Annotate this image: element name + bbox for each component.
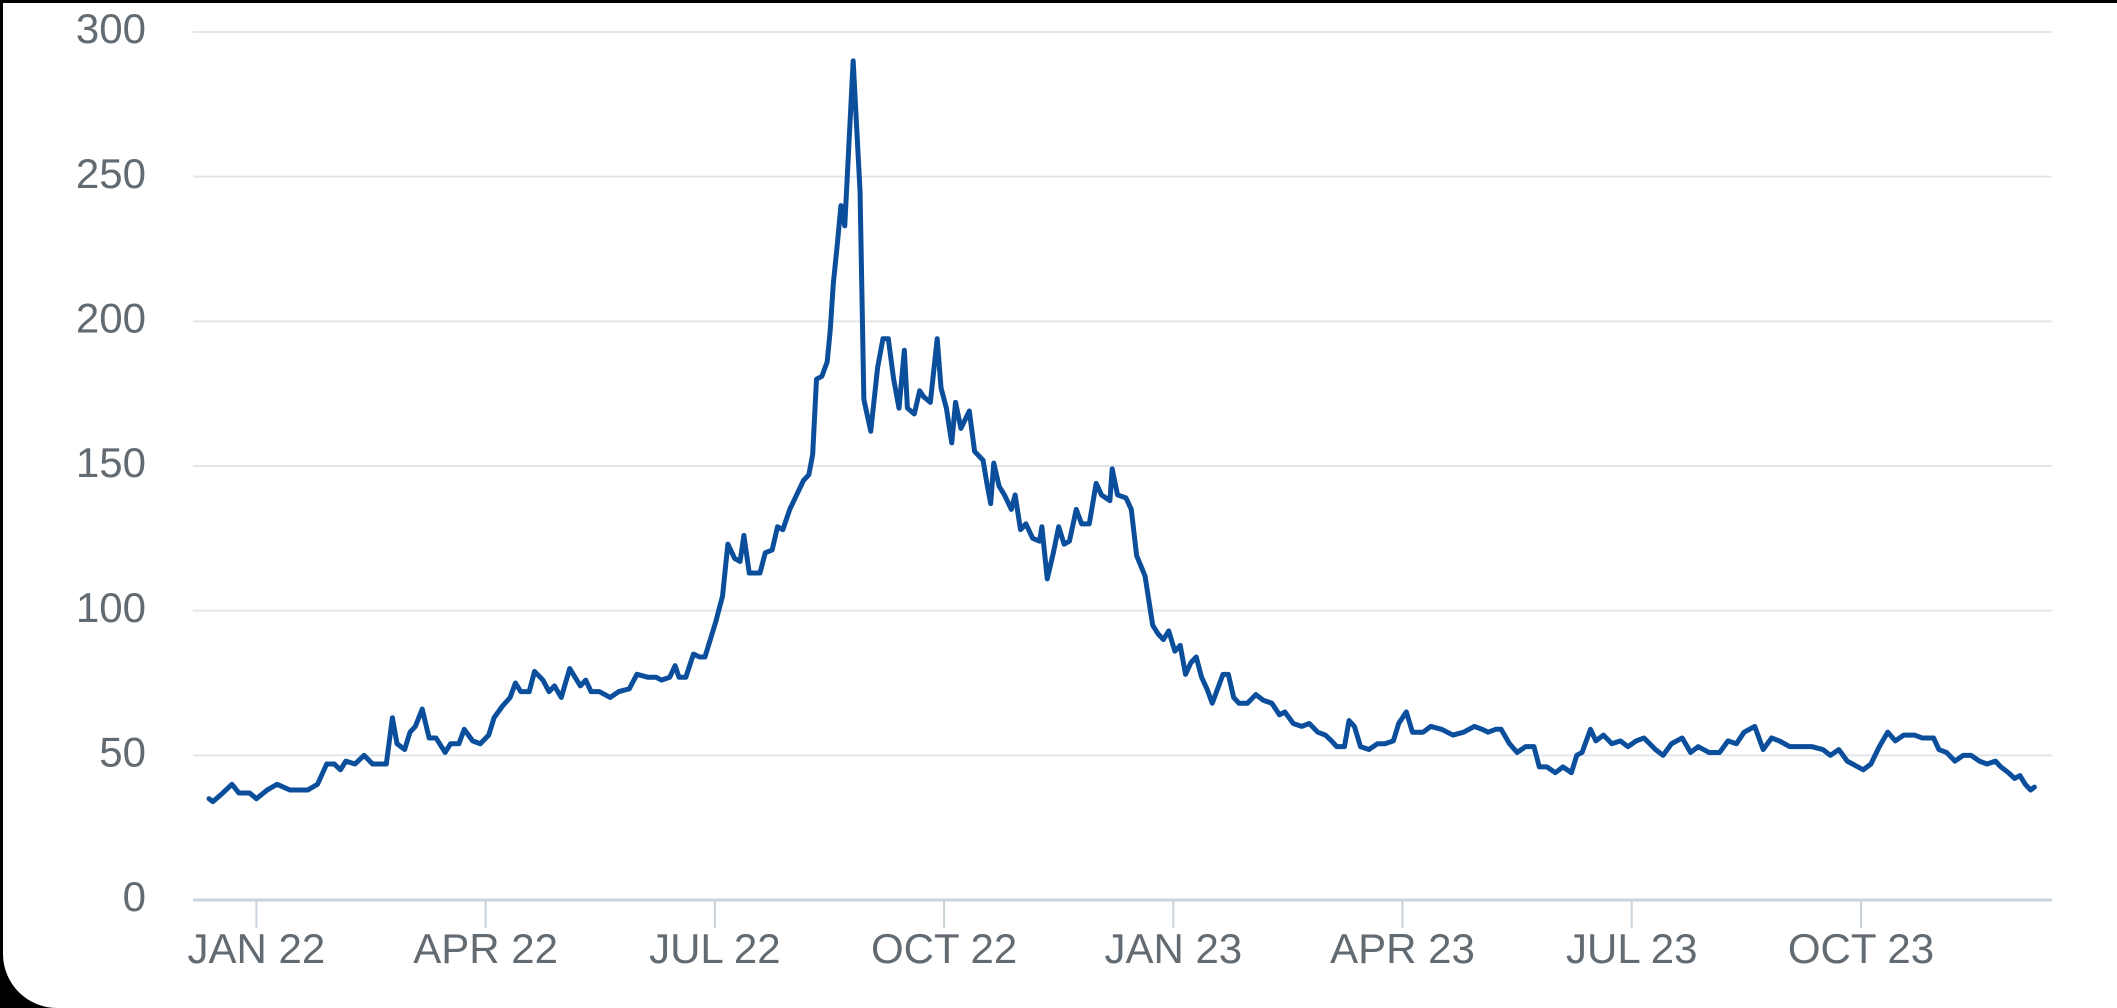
chart: 0 50 100 150 200 250 300 JAN 22 APR 22 JUL 22 OCT … (76, 5, 2052, 972)
y-tick-label: 0 (123, 873, 146, 920)
chart-card: 0 50 100 150 200 250 300 JAN 22 APR 22 JUL 22 OCT … (3, 3, 2117, 1008)
x-tick-label: OCT 22 (871, 925, 1017, 972)
x-tick-label: JAN 23 (1104, 925, 1242, 972)
y-tick-label: 50 (99, 728, 146, 775)
y-tick-label: 100 (76, 584, 146, 631)
x-tick-label: JUL 22 (649, 925, 781, 972)
x-tick-label: OCT 23 (1788, 925, 1934, 972)
x-tick-label: JUL 23 (1566, 925, 1698, 972)
x-tick-label: JAN 22 (188, 925, 326, 972)
data-line (206, 58, 2037, 805)
x-tick-label: APR 23 (1330, 925, 1475, 972)
y-tick-label: 200 (76, 294, 146, 341)
y-tick-label: 250 (76, 150, 146, 197)
y-tick-label: 150 (76, 439, 146, 486)
x-tick-label: APR 22 (413, 925, 558, 972)
y-tick-label: 300 (76, 5, 146, 52)
